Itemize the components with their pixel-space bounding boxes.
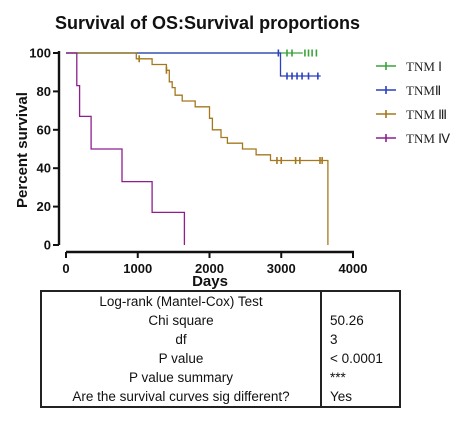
y-tick-label: 100 xyxy=(29,46,51,61)
legend-label: TNM Ⅲ xyxy=(406,107,447,122)
stat-value-df: 3 xyxy=(320,330,400,349)
stat-value-chi-square: 50.26 xyxy=(320,311,400,330)
table-header-value xyxy=(320,291,400,311)
table-row: Chi square 50.26 xyxy=(41,311,400,330)
table-row: df 3 xyxy=(41,330,400,349)
stat-label-chi-square: Chi square xyxy=(148,313,214,328)
stat-label-p-summary: P value summary xyxy=(128,370,234,385)
x-tick-label: 4000 xyxy=(339,261,368,276)
stat-value-p-summary: *** xyxy=(320,368,400,387)
y-tick-label: 60 xyxy=(37,122,51,137)
legend-label: TNM Ⅳ xyxy=(406,131,450,146)
x-tick-label: 3000 xyxy=(267,261,296,276)
table-header: Log-rank (Mantel-Cox) Test xyxy=(99,294,263,309)
legend-item: TNMⅡ xyxy=(376,83,441,98)
legend-label: TNMⅡ xyxy=(406,83,441,98)
table-header-row: Log-rank (Mantel-Cox) Test xyxy=(41,291,400,311)
x-tick-label: 0 xyxy=(62,261,69,276)
y-tick-label: 0 xyxy=(44,238,51,253)
stat-value-p-value: < 0.0001 xyxy=(320,349,400,368)
chart-title: Survival of OS:Survival proportions xyxy=(55,13,360,33)
x-tick-label: 2000 xyxy=(195,261,224,276)
legend-item: TNM Ⅳ xyxy=(376,131,450,146)
y-tick-label: 40 xyxy=(37,161,51,176)
series-3-step-line xyxy=(66,52,329,245)
series-2-step-line xyxy=(66,52,321,77)
stat-value-sig-different: Yes xyxy=(320,387,400,407)
y-tick-label: 80 xyxy=(37,84,51,99)
legend-item: TNM Ⅰ xyxy=(376,59,442,74)
table-row: P value summary *** xyxy=(41,368,400,387)
chart-legend: TNM Ⅰ TNMⅡ TNM Ⅲ TNM Ⅳ xyxy=(376,59,450,146)
series-4-step-line xyxy=(66,52,186,245)
y-tick-label: 20 xyxy=(37,199,51,214)
y-axis-label: Percent survival xyxy=(14,92,31,208)
stat-label-df: df xyxy=(175,332,187,347)
stat-label-sig-different: Are the survival curves sig different? xyxy=(72,389,290,404)
legend-item: TNM Ⅲ xyxy=(376,107,447,122)
legend-label: TNM Ⅰ xyxy=(406,59,442,74)
x-axis-label: Days xyxy=(192,273,228,290)
stat-label-p-value: P value xyxy=(158,351,204,366)
table-row: P value < 0.0001 xyxy=(41,349,400,368)
x-tick-label: 1000 xyxy=(123,261,152,276)
table-row: Are the survival curves sig different? Y… xyxy=(41,387,400,407)
plot-area xyxy=(66,49,329,245)
logrank-stats-table: Log-rank (Mantel-Cox) Test Chi square 50… xyxy=(40,290,401,408)
